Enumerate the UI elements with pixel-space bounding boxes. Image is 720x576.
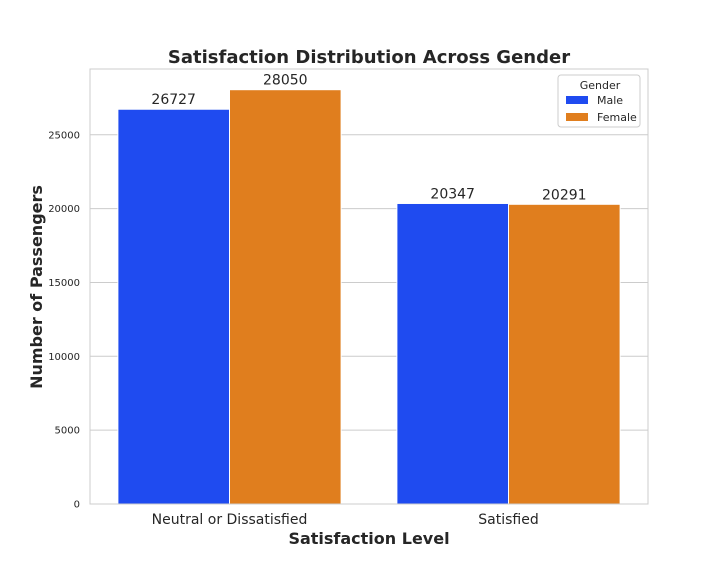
- data-label: 28050: [263, 73, 308, 89]
- y-axis-label: Number of Passengers: [27, 185, 46, 389]
- bar-female-1: [229, 89, 342, 505]
- legend-label-male: Male: [597, 94, 623, 107]
- legend-swatch-female: [566, 113, 588, 121]
- legend-swatch-male: [566, 96, 588, 104]
- x-axis-label: Satisfaction Level: [288, 529, 449, 548]
- data-label: 20291: [542, 187, 587, 203]
- y-tick-label: 5000: [55, 426, 80, 437]
- data-labels: 26727 28050 20347 20291: [151, 73, 586, 204]
- bar-male-2: [396, 202, 509, 505]
- bars: [117, 89, 621, 505]
- bar-female-2: [508, 203, 621, 505]
- chart-title: Satisfaction Distribution Across Gender: [168, 47, 570, 68]
- x-tick-labels: Neutral or Dissatisfied Satisfied: [152, 512, 539, 528]
- plot-frame: [89, 68, 649, 505]
- legend-label-female: Female: [597, 111, 637, 124]
- y-tick-label: 25000: [48, 130, 80, 141]
- y-tick-label: 0: [74, 500, 80, 511]
- x-tick-label: Satisfied: [478, 512, 538, 528]
- data-label: 26727: [151, 92, 196, 108]
- legend: Gender Male Female: [557, 74, 641, 128]
- legend-title: Gender: [580, 79, 621, 92]
- y-tick-label: 20000: [48, 204, 80, 215]
- data-label: 20347: [430, 186, 475, 202]
- y-tick-labels: 0 5000 10000 15000 20000 25000: [48, 130, 80, 510]
- y-tick-label: 15000: [48, 278, 80, 289]
- bar-male-1: [117, 108, 230, 505]
- x-tick-label: Neutral or Dissatisfied: [152, 512, 308, 528]
- y-tick-label: 10000: [48, 352, 80, 363]
